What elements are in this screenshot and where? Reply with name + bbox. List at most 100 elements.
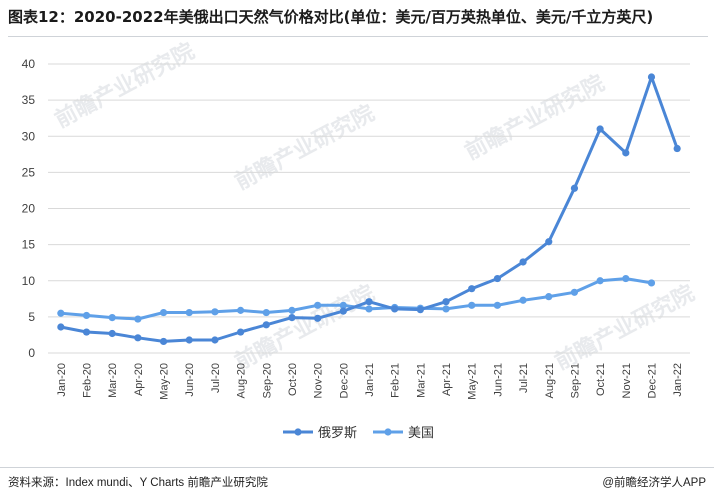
data-point: [57, 323, 65, 331]
x-tick-label: Sep-21: [569, 363, 581, 398]
data-point: [82, 328, 91, 336]
data-point: [647, 279, 656, 287]
y-tick-label: 5: [28, 310, 35, 324]
watermark-text: 前瞻产业研究院: [461, 70, 609, 165]
data-point: [519, 296, 527, 304]
legend: 俄罗斯 美国: [283, 426, 434, 441]
data-point: [442, 305, 450, 313]
data-point: [673, 144, 681, 153]
data-point: [211, 336, 219, 344]
legend-label: 美国: [408, 426, 434, 441]
data-point: [159, 308, 168, 317]
brand-credit: @前瞻经济学人APP: [602, 477, 706, 489]
x-tick-label: Jan-22: [672, 363, 684, 397]
x-tick-label: Feb-21: [390, 363, 402, 398]
x-tick-label: Apr-21: [441, 363, 453, 396]
data-point: [108, 313, 116, 322]
y-tick-label: 25: [22, 165, 36, 179]
data-point: [134, 334, 142, 342]
legend-item: 俄罗斯: [283, 426, 357, 441]
data-point: [57, 309, 65, 317]
data-point: [442, 298, 450, 306]
data-point: [82, 311, 91, 320]
data-point: [237, 306, 245, 314]
data-point: [134, 315, 142, 323]
data-point: [468, 285, 476, 293]
data-point: [262, 308, 270, 317]
source-note: 资料来源：Index mundi、Y Charts 前瞻产业研究院: [8, 477, 268, 489]
data-point: [545, 238, 553, 246]
y-tick-label: 35: [22, 93, 36, 107]
x-tick-label: Mar-21: [415, 363, 427, 398]
x-tick-label: Mar-20: [107, 363, 119, 398]
watermark-text: 前瞻产业研究院: [231, 100, 379, 195]
data-point: [596, 125, 604, 133]
y-tick-label: 15: [22, 238, 36, 252]
data-point: [622, 274, 630, 283]
data-point: [391, 305, 399, 313]
x-tick-label: Jan-20: [56, 363, 68, 397]
data-point: [288, 313, 296, 322]
x-tick-label: Apr-20: [133, 363, 145, 396]
x-tick-label: Feb-20: [82, 363, 94, 398]
x-tick-label: Sep-20: [261, 363, 273, 398]
watermark-text: 前瞻产业研究院: [51, 40, 199, 133]
series-russia: [57, 73, 681, 346]
data-point: [493, 274, 501, 283]
data-point: [211, 308, 219, 316]
y-tick-label: 20: [22, 202, 36, 216]
x-tick-label: Aug-21: [544, 363, 556, 398]
x-tick-label: Jan-21: [364, 363, 376, 397]
data-point: [185, 308, 193, 317]
data-point: [288, 306, 296, 314]
data-point: [262, 321, 270, 329]
title-divider: [8, 36, 708, 37]
data-point: [570, 288, 579, 296]
legend-swatch-marker: [294, 428, 302, 436]
legend-item: 美国: [373, 426, 434, 441]
x-tick-label: Aug-20: [236, 363, 248, 398]
chart-title: 图表12：2020-2022年美俄出口天然气价格对比(单位：美元/百万英热单位、…: [8, 8, 654, 26]
x-tick-label: Dec-21: [646, 363, 658, 398]
data-point: [185, 336, 193, 344]
data-point: [647, 73, 656, 81]
series-lines: [57, 73, 681, 346]
x-tick-label: Nov-21: [621, 363, 633, 398]
data-point: [416, 306, 424, 314]
x-tick-label: Jul-21: [518, 363, 530, 393]
data-point: [570, 184, 579, 192]
legend-label: 俄罗斯: [318, 426, 357, 441]
x-tick-label: Oct-20: [287, 363, 299, 396]
legend-swatch-marker: [384, 428, 392, 436]
y-tick-label: 30: [22, 129, 36, 143]
y-tick-label: 10: [22, 274, 36, 288]
x-tick-label: Oct-21: [595, 363, 607, 396]
data-point: [365, 298, 373, 306]
y-axis-ticks: 0 5 10 15 20 25 30 35 40: [22, 57, 36, 360]
x-tick-label: Jun-20: [184, 363, 196, 397]
data-point: [622, 149, 630, 157]
data-point: [108, 329, 116, 338]
x-axis-ticks: Jan-20 Feb-20 Mar-20 Apr-20 May-20 Jun-20 Jul-…: [56, 363, 684, 400]
x-tick-label: May-21: [467, 363, 479, 400]
x-tick-label: Nov-20: [313, 363, 325, 398]
data-point: [314, 301, 322, 309]
footer-divider: [0, 467, 714, 468]
data-point: [159, 337, 168, 346]
data-point: [519, 258, 527, 266]
x-tick-label: May-20: [159, 363, 171, 400]
data-point: [237, 328, 245, 336]
data-point: [468, 301, 476, 309]
x-tick-label: Jul-20: [210, 363, 222, 393]
gridlines: [48, 63, 690, 354]
data-point: [314, 314, 322, 322]
data-point: [339, 307, 347, 315]
data-point: [596, 277, 604, 285]
y-tick-label: 40: [22, 57, 36, 71]
x-tick-label: Dec-20: [338, 363, 350, 398]
data-point: [365, 305, 373, 313]
data-point: [339, 301, 347, 309]
y-tick-label: 0: [28, 346, 35, 360]
